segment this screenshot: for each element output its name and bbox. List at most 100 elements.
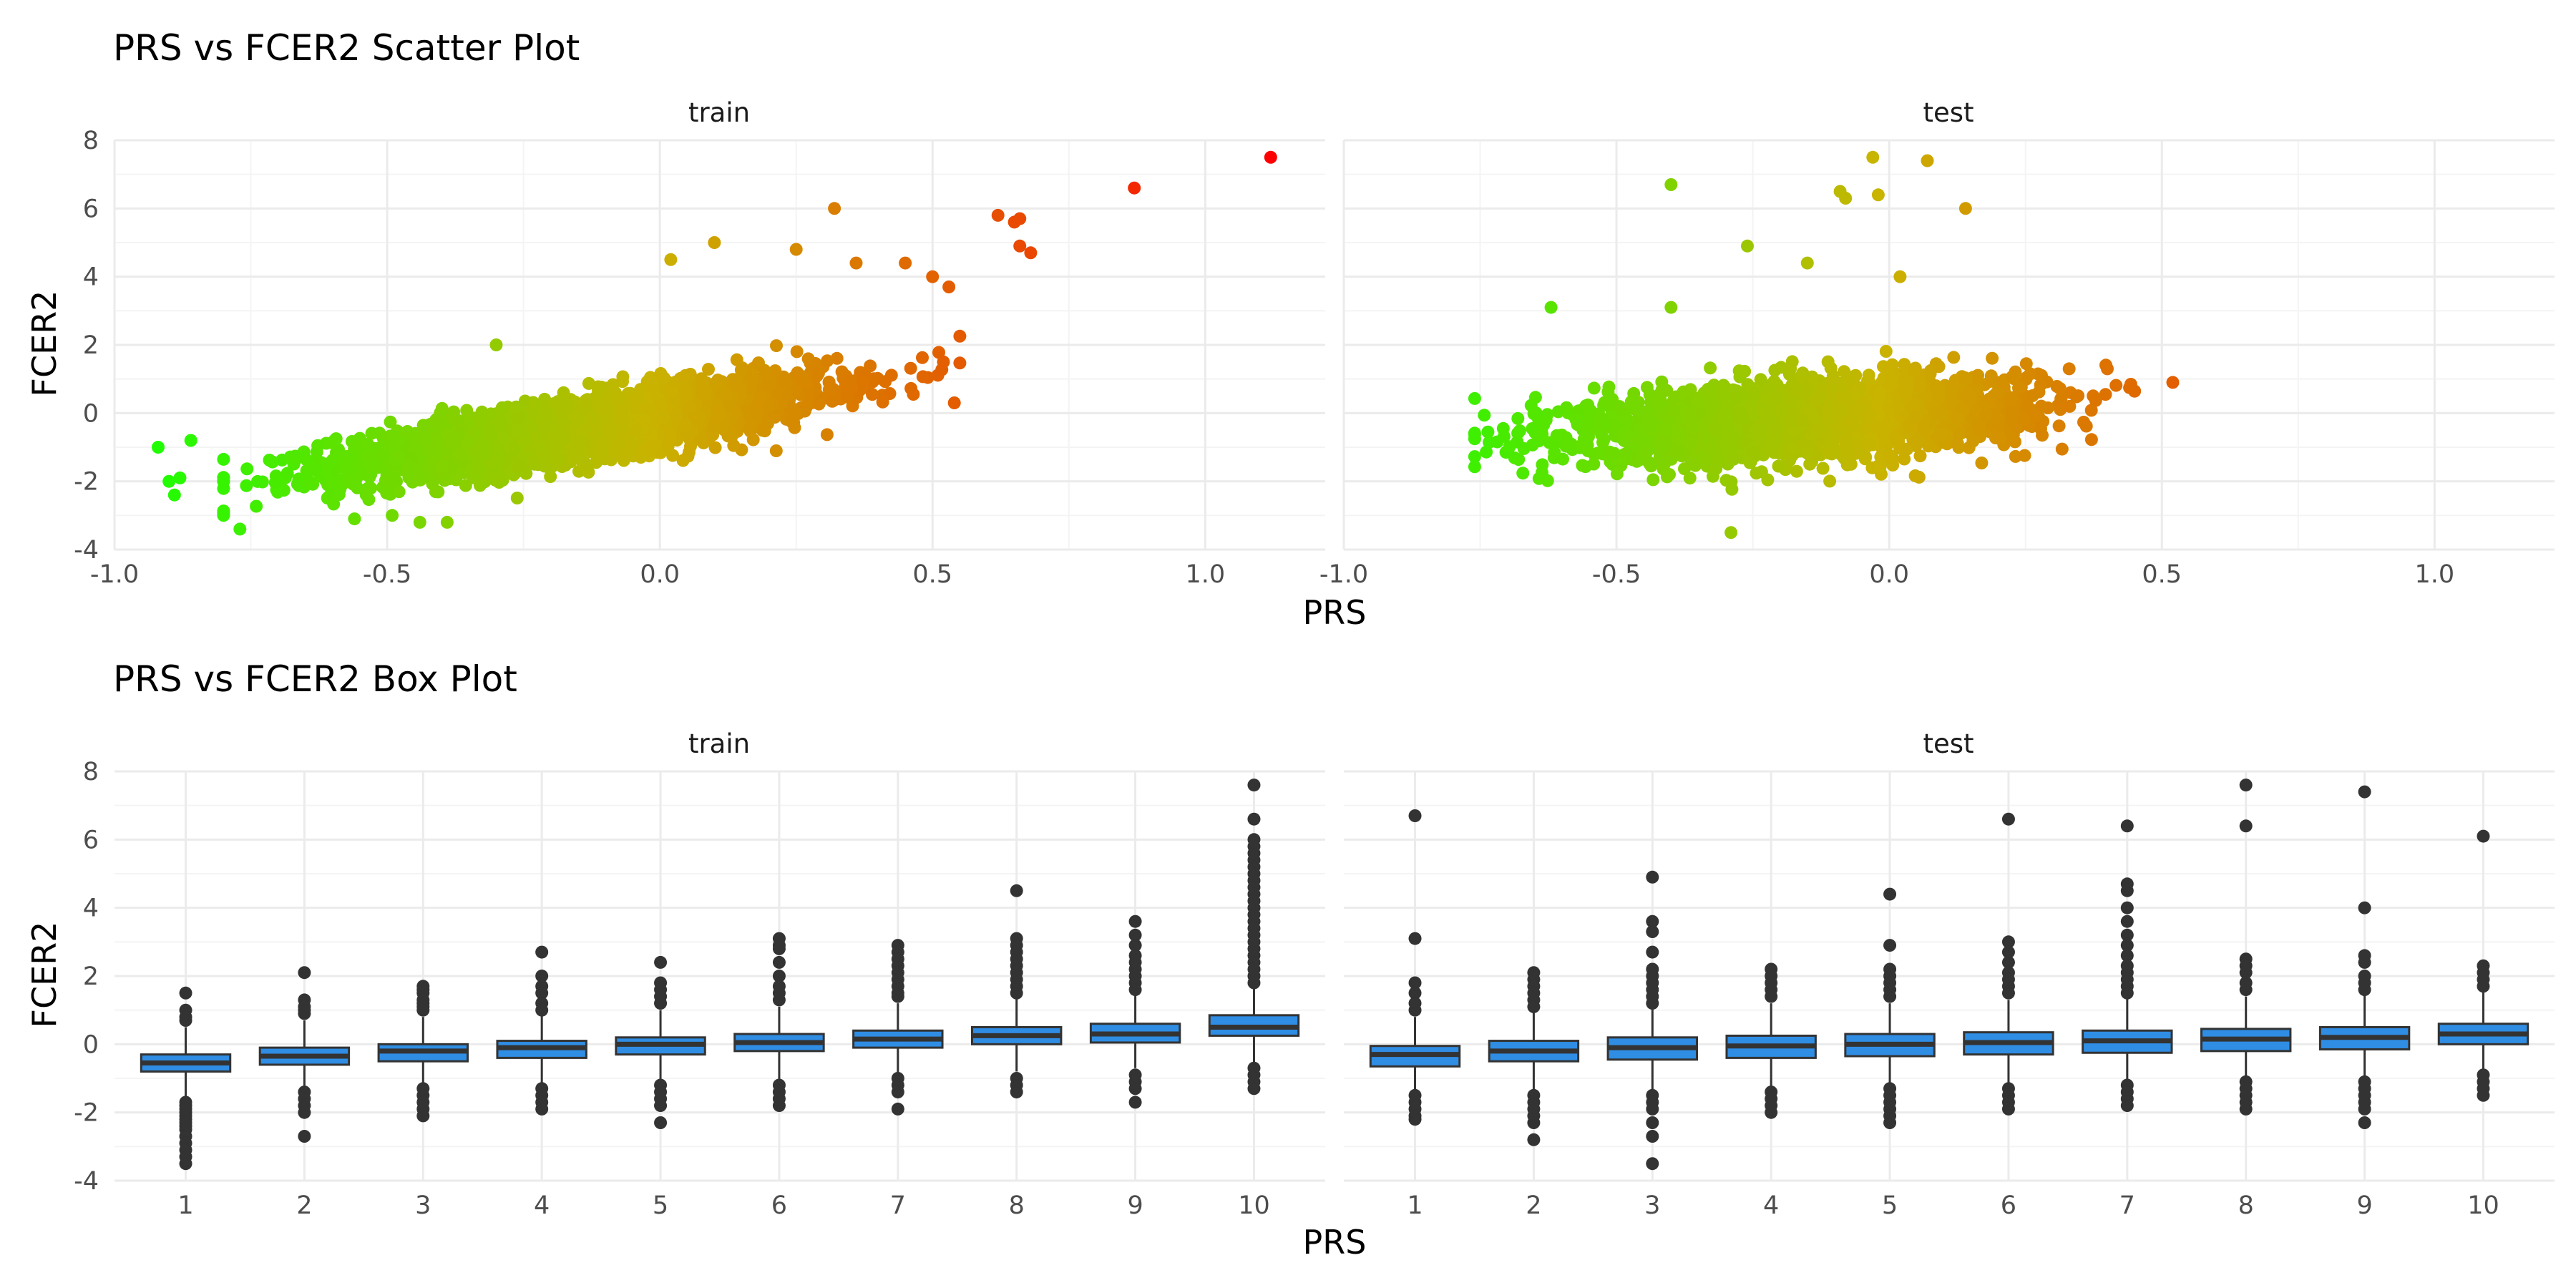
scatter-point (801, 352, 815, 366)
scatter-point (570, 411, 583, 425)
scatter-point (811, 366, 825, 380)
scatter-point (904, 361, 917, 375)
scatter-point (496, 474, 509, 487)
scatter-point (926, 270, 940, 283)
scatter-point (1975, 457, 1989, 469)
scatter-point (167, 488, 181, 502)
scatter-point (547, 428, 561, 441)
scatter-point (916, 351, 929, 364)
scatter-point (663, 436, 676, 449)
scatter-point (362, 493, 376, 507)
scatter-point (365, 426, 379, 440)
box-xlabel: PRS (1303, 1223, 1367, 1262)
scatter-point (339, 463, 353, 476)
scatter-point (1547, 451, 1561, 464)
scatter-point (604, 420, 618, 434)
scatter-point (348, 512, 361, 526)
scatter-point (1480, 445, 1493, 459)
scatter-point (265, 455, 279, 469)
scatter-point (544, 470, 557, 484)
scatter-point (327, 497, 341, 511)
marks-layer (140, 150, 2529, 1171)
scatter-point (1576, 459, 1589, 472)
scatter-point (328, 434, 341, 447)
scatter-point (884, 369, 898, 382)
scatter-point (431, 411, 445, 425)
scatter-point (1128, 181, 1141, 195)
scatter-point (561, 401, 575, 414)
scatter-point (1536, 466, 1548, 479)
scatter-point (529, 399, 542, 412)
scatter-point (953, 329, 967, 343)
scatter-point (451, 414, 464, 427)
scatter-point (251, 474, 264, 488)
scatter-point (380, 487, 394, 499)
scatter-point (518, 394, 532, 408)
scatter-point (454, 448, 468, 462)
scatter-point (512, 460, 525, 474)
scatter-point (1577, 432, 1591, 446)
scatter-point (1748, 387, 1762, 400)
scatter-point (384, 415, 397, 429)
scatter-point (413, 515, 426, 529)
scatter-point (528, 457, 542, 471)
scatter-point (240, 479, 253, 492)
scatter-point (423, 443, 436, 457)
scatter-point (702, 363, 715, 376)
scatter-point (377, 448, 391, 462)
scatter-point (489, 338, 503, 351)
scatter-point (762, 399, 776, 412)
scatter-point (240, 462, 254, 476)
scatter-point (1468, 460, 1481, 474)
scatter-point (436, 459, 449, 473)
scatter-point (1704, 361, 1717, 375)
scatter-point (467, 426, 480, 440)
scatter-point (1468, 450, 1481, 464)
scatter-point (494, 416, 507, 430)
scatter-point (907, 388, 920, 401)
scatter-point (937, 355, 950, 369)
scatter-point (769, 364, 782, 378)
scatter-point (821, 354, 834, 368)
scatter-point (947, 396, 961, 409)
scatter-point (217, 452, 230, 466)
scatter-point (461, 436, 474, 449)
scatter-point (475, 409, 489, 421)
scatter-point (571, 432, 585, 446)
scatter-point (616, 414, 630, 428)
scatter-point (676, 454, 690, 467)
scatter-point (484, 431, 498, 444)
scatter-point (250, 499, 263, 513)
scatter-point (657, 411, 670, 424)
scatter-point (485, 457, 499, 471)
scatter-point (233, 522, 247, 536)
scatter-point (822, 376, 836, 389)
scatter-point (2018, 449, 2031, 462)
scatter-point (1990, 386, 2004, 399)
scatter-point (679, 419, 693, 431)
scatter-point (1768, 364, 1782, 377)
scatter-point (301, 454, 313, 467)
scatter-point (830, 351, 844, 365)
scatter-title: PRS vs FCER2 Scatter Plot (113, 27, 580, 69)
scatter-point (1646, 473, 1660, 487)
scatter-point (340, 450, 353, 463)
scatter-point (579, 397, 592, 411)
scatter-point (899, 256, 912, 270)
scatter-point (1512, 453, 1526, 467)
scatter-point (578, 423, 592, 436)
scatter-point (217, 474, 230, 488)
scatter-point (271, 485, 285, 499)
scatter-point (1587, 381, 1601, 395)
scatter-point (173, 471, 187, 484)
scatter-point (820, 428, 834, 441)
scatter-point (991, 208, 1005, 222)
scatter-point (708, 236, 721, 249)
scatter-point (670, 410, 683, 424)
scatter-point (306, 477, 320, 491)
scatter-point (392, 485, 406, 499)
scatter-point (746, 433, 760, 447)
scatter-point (1816, 462, 1830, 475)
scatter-point (796, 370, 809, 384)
